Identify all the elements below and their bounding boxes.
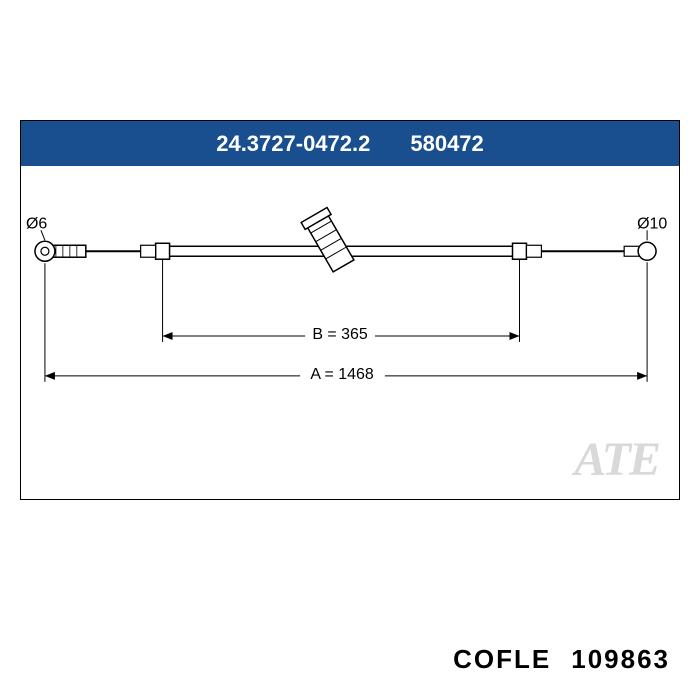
diagram-container: 24.3727-0472.2 580472 ATE <box>20 120 680 500</box>
center-clip <box>301 208 356 274</box>
cable-diagram: Ø6 Ø10 B = 365 A = 1468 <box>21 166 679 501</box>
svg-text:A = 1468: A = 1468 <box>310 366 374 383</box>
left-diameter-label: Ø6 <box>26 215 47 232</box>
dimension-a: A = 1468 <box>45 262 647 383</box>
product-label: COFLE 109863 <box>453 644 670 675</box>
left-eyelet-fitting <box>35 241 86 261</box>
dimension-b: B = 365 <box>163 259 520 343</box>
right-ball-fitting <box>624 242 656 260</box>
svg-text:B = 365: B = 365 <box>312 326 368 343</box>
footer-code: 109863 <box>571 644 670 675</box>
right-diameter-label: Ø10 <box>637 215 667 232</box>
part-number-2: 580472 <box>410 131 483 157</box>
part-number-1: 24.3727-0472.2 <box>216 131 370 157</box>
header-band: 24.3727-0472.2 580472 <box>21 121 679 166</box>
footer-brand: COFLE <box>453 644 551 675</box>
